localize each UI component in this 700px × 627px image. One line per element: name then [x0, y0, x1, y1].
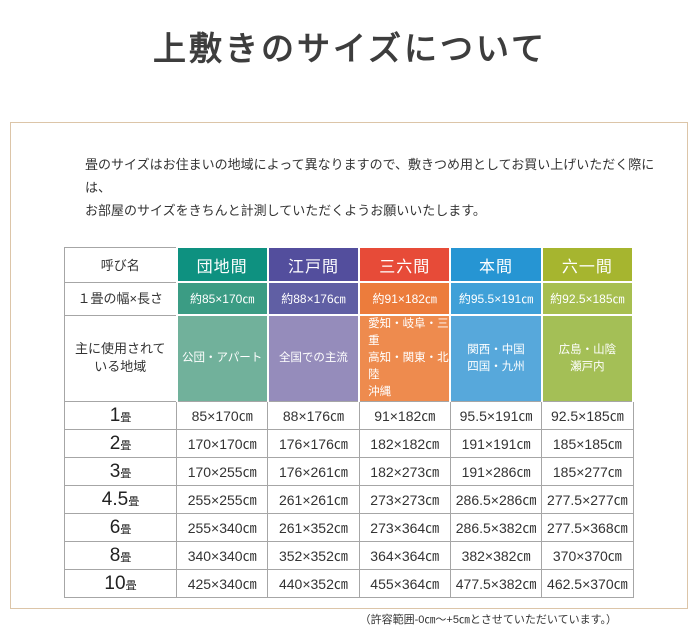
column-header-cell: 三六間	[358, 246, 452, 283]
region-cell: 全国での主流	[266, 314, 361, 402]
size-value-cell: 286.5×286㎝	[449, 485, 543, 514]
tatami-count-cell: 3畳	[64, 457, 177, 486]
size-value-cell: 382×382㎝	[449, 541, 543, 570]
size-value-cell: 261×352㎝	[267, 513, 360, 542]
tatami-count-suffix: 畳	[125, 579, 137, 592]
size-data-row: 4.5畳 255×255㎝ 261×261㎝ 273×273㎝ 286.5×286㎝ 27…	[64, 485, 634, 514]
tatami-count-suffix: 畳	[120, 523, 132, 536]
size-data-row: 6畳 255×340㎝ 261×352㎝ 273×364㎝ 286.5×382㎝ 277.…	[64, 513, 634, 542]
tatami-count-number: 3	[109, 460, 121, 482]
tatami-count-cell: 8畳	[64, 541, 177, 570]
size-value-cell: 277.5×368㎝	[541, 513, 634, 542]
content-panel: 畳のサイズはお住まいの地域によって異なりますので、敷きつめ用としてお買い上げいた…	[10, 122, 688, 626]
tatami-count-number: 6	[109, 516, 121, 538]
size-value-cell: 425×340㎝	[175, 569, 269, 598]
page-title: 上敷きのサイズについて	[152, 32, 548, 68]
table-header-row: 呼び名 団地間 江戸間 三六間 本間 六一間	[64, 246, 635, 283]
column-header-cell: 本間	[449, 246, 543, 283]
size-value-cell: 370×370㎝	[541, 541, 634, 570]
size-value-cell: 182×273㎝	[358, 457, 451, 486]
size-value-cell: 176×176㎝	[267, 429, 360, 458]
tatami-count-cell: 4.5畳	[64, 485, 177, 514]
region-cell: 公団・アパート	[175, 314, 269, 402]
region-row: 主に使用されて いる地域 公団・アパート 全国での主流 愛知・岐阜・三重 高知・関東・北陸…	[64, 314, 635, 402]
size-value-cell: 286.5×382㎝	[449, 513, 543, 542]
size-data-row: 3畳 170×255㎝ 176×261㎝ 182×273㎝ 191×286㎝ 185×27…	[64, 457, 634, 486]
footnote: （許容範囲-0㎝～+5㎝とさせていただいています。）	[359, 614, 617, 626]
size-value-cell: 88×176㎝	[267, 401, 360, 430]
size-value-cell: 191×286㎝	[449, 457, 543, 486]
tatami-count-suffix: 畳	[128, 495, 140, 508]
tatami-count-number: 10	[104, 572, 126, 594]
tatami-size-cell: 約85×170㎝	[175, 281, 269, 316]
tatami-count-cell: 6畳	[64, 513, 177, 542]
region-row-label: 主に使用されて いる地域	[64, 314, 177, 402]
tatami-count-number: 2	[109, 432, 121, 454]
size-value-cell: 185×277㎝	[541, 457, 634, 486]
intro-line-2: お部屋のサイズをきちんと計測していただくようお願いいたします。	[85, 203, 486, 218]
size-value-cell: 255×340㎝	[175, 513, 269, 542]
tatami-count-suffix: 畳	[120, 551, 132, 564]
size-value-cell: 273×364㎝	[358, 513, 451, 542]
corner-header-cell: 呼び名	[64, 246, 177, 283]
tatami-count-suffix: 畳	[120, 411, 132, 424]
size-table: 呼び名 団地間 江戸間 三六間 本間 六一間 １畳の幅×長さ 約85×170㎝ 約88×176㎝…	[64, 246, 635, 598]
size-value-cell: 277.5×277㎝	[541, 485, 634, 514]
tatami-count-cell: 2畳	[64, 429, 177, 458]
size-value-cell: 91×182㎝	[358, 401, 451, 430]
size-value-cell: 185×185㎝	[541, 429, 634, 458]
size-table-body: 呼び名 団地間 江戸間 三六間 本間 六一間 １畳の幅×長さ 約85×170㎝ 約88×176㎝…	[64, 246, 635, 598]
size-data-row: 2畳 170×170㎝ 176×176㎝ 182×182㎝ 191×191㎝ 185×18…	[64, 429, 634, 458]
tatami-count-cell: 1畳	[64, 401, 177, 430]
size-value-cell: 477.5×382㎝	[449, 569, 543, 598]
size-value-cell: 92.5×185㎝	[541, 401, 634, 430]
tatami-count-number: 4.5	[101, 488, 129, 510]
size-value-cell: 261×261㎝	[267, 485, 360, 514]
size-value-cell: 255×255㎝	[175, 485, 269, 514]
intro-text: 畳のサイズはお住まいの地域によって異なりますので、敷きつめ用としてお買い上げいた…	[85, 153, 657, 222]
tatami-count-cell: 10畳	[64, 569, 177, 598]
tatami-size-cell: 約92.5×185㎝	[540, 281, 635, 316]
size-value-cell: 85×170㎝	[175, 401, 269, 430]
region-cell: 愛知・岐阜・三重 高知・関東・北陸 沖縄	[358, 314, 452, 402]
size-value-cell: 440×352㎝	[267, 569, 360, 598]
size-row-label: １畳の幅×長さ	[64, 281, 177, 316]
size-value-cell: 170×255㎝	[175, 457, 269, 486]
tatami-size-row: １畳の幅×長さ 約85×170㎝ 約88×176㎝ 約91×182㎝ 約95.5×191…	[64, 281, 635, 316]
size-data-row: 1畳 85×170㎝ 88×176㎝ 91×182㎝ 95.5×191㎝ 92.5×185…	[64, 401, 634, 430]
tatami-size-cell: 約91×182㎝	[358, 281, 452, 316]
tatami-count-suffix: 畳	[120, 467, 132, 480]
tatami-count-suffix: 畳	[120, 439, 132, 452]
tatami-count-number: 1	[109, 404, 121, 426]
region-cell: 広島・山陰 瀬戸内	[540, 314, 635, 402]
size-value-cell: 340×340㎝	[175, 541, 269, 570]
size-value-cell: 182×182㎝	[358, 429, 451, 458]
tatami-size-cell: 約95.5×191㎝	[449, 281, 543, 316]
size-value-cell: 364×364㎝	[358, 541, 451, 570]
size-value-cell: 455×364㎝	[358, 569, 451, 598]
size-value-cell: 352×352㎝	[267, 541, 360, 570]
size-value-cell: 462.5×370㎝	[541, 569, 634, 598]
intro-line-1: 畳のサイズはお住まいの地域によって異なりますので、敷きつめ用としてお買い上げいた…	[85, 157, 655, 195]
column-header-cell: 江戸間	[266, 246, 361, 283]
size-data-row: 8畳 340×340㎝ 352×352㎝ 364×364㎝ 382×382㎝ 370×37…	[64, 541, 634, 570]
tatami-size-cell: 約88×176㎝	[266, 281, 361, 316]
size-value-cell: 170×170㎝	[175, 429, 269, 458]
size-value-cell: 176×261㎝	[267, 457, 360, 486]
size-data-row: 10畳 425×340㎝ 440×352㎝ 455×364㎝ 477.5×382㎝ 462…	[64, 569, 634, 598]
column-header-cell: 団地間	[175, 246, 269, 283]
tatami-count-number: 8	[109, 544, 121, 566]
size-value-cell: 95.5×191㎝	[449, 401, 543, 430]
size-value-cell: 273×273㎝	[358, 485, 451, 514]
size-value-cell: 191×191㎝	[449, 429, 543, 458]
column-header-cell: 六一間	[540, 246, 635, 283]
region-cell: 関西・中国 四国・九州	[449, 314, 543, 402]
